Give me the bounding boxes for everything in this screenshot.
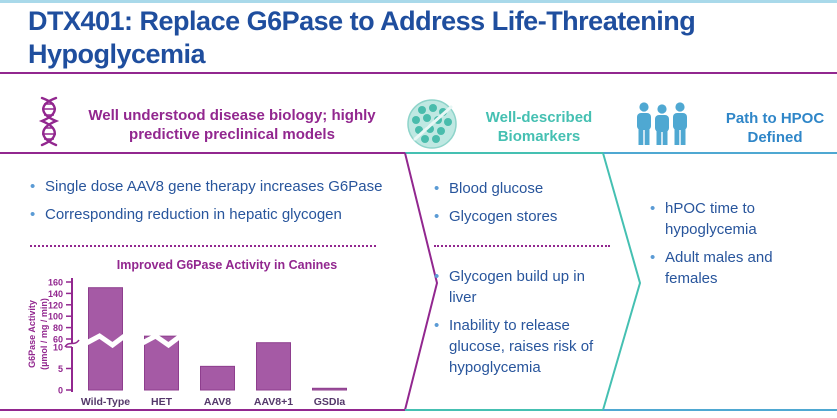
y-tick-label: 60 <box>53 335 63 345</box>
axis-break-mark <box>64 339 80 348</box>
chart-bar <box>312 387 347 391</box>
y-tick-label: 80 <box>53 323 63 333</box>
x-tick-label: AAV8+1 <box>254 396 293 408</box>
y-tick-label: 160 <box>48 278 63 288</box>
bullet-item: Corresponding reduction in hepatic glyco… <box>30 204 415 225</box>
bar-break-mark <box>85 333 126 349</box>
dna-icon <box>34 95 64 154</box>
title-line-1: DTX401: Replace G6Pase to Address Life-T… <box>28 6 696 36</box>
pillar-header-label: Well-described Biomarkers <box>485 108 593 145</box>
bullet-item: Glycogen build up in liver <box>434 266 606 308</box>
y-tick-label: 140 <box>48 289 63 299</box>
pillar-header-label: Well understood disease biology; highly … <box>88 106 376 143</box>
chart-title: Improved G6Pase Activity in Canines <box>116 258 338 272</box>
x-tick-label: GSDIa <box>314 396 346 408</box>
pillar-header-biomarkers: Well-described Biomarkers <box>406 98 610 155</box>
y-tick-label: 100 <box>48 312 63 322</box>
y-tick-label: 120 <box>48 300 63 310</box>
top-accent-strip <box>0 0 837 3</box>
bullet-item: Adult males and females <box>650 247 825 289</box>
slide-title: DTX401: Replace G6Pase to Address Life-T… <box>28 5 818 71</box>
pillar-header-label: Path to HPOC Defined <box>725 109 825 146</box>
title-line-2: Hypoglycemia <box>28 39 206 69</box>
dotted-separator <box>30 245 376 247</box>
chart-bar <box>256 342 291 391</box>
bullet-item: hPOC time to hypoglycemia <box>650 198 825 240</box>
dotted-separator <box>434 245 610 247</box>
bullet-item: Blood glucose <box>434 178 604 199</box>
title-underline <box>0 72 837 74</box>
x-tick-label: HET <box>151 396 173 408</box>
y-tick-label: 10 <box>53 343 63 353</box>
bullet-item: Glycogen stores <box>434 206 604 227</box>
g6pase-chart: Improved G6Pase Activity in Canines G6Pa… <box>22 256 417 416</box>
bullet-item: Inability to release glucose, raises ris… <box>434 315 606 378</box>
y-tick-label: 0 <box>58 386 63 396</box>
hpoc-bullet-list: hPOC time to hypoglycemia Adult males an… <box>650 198 825 296</box>
bar-break-mark <box>141 333 182 349</box>
biomarkers-bullet-list-bottom: Glycogen build up in liver Inability to … <box>434 266 606 385</box>
petri-dish-icon <box>406 98 458 155</box>
x-tick-label: Wild-Type <box>81 396 130 408</box>
y-tick-label: 5 <box>58 364 63 374</box>
pillar-header-biology: Well understood disease biology; highly … <box>34 95 390 154</box>
chart-bar <box>200 365 235 391</box>
pillar-header-hpoc: Path to HPOC Defined <box>634 101 837 154</box>
people-icon <box>634 101 690 154</box>
biomarkers-bullet-list-top: Blood glucose Glycogen stores <box>434 178 604 234</box>
bullet-item: Single dose AAV8 gene therapy increases … <box>30 176 415 197</box>
x-tick-label: AAV8 <box>204 396 231 408</box>
chart-bar <box>144 335 179 391</box>
biology-bullet-list: Single dose AAV8 gene therapy increases … <box>30 176 415 232</box>
